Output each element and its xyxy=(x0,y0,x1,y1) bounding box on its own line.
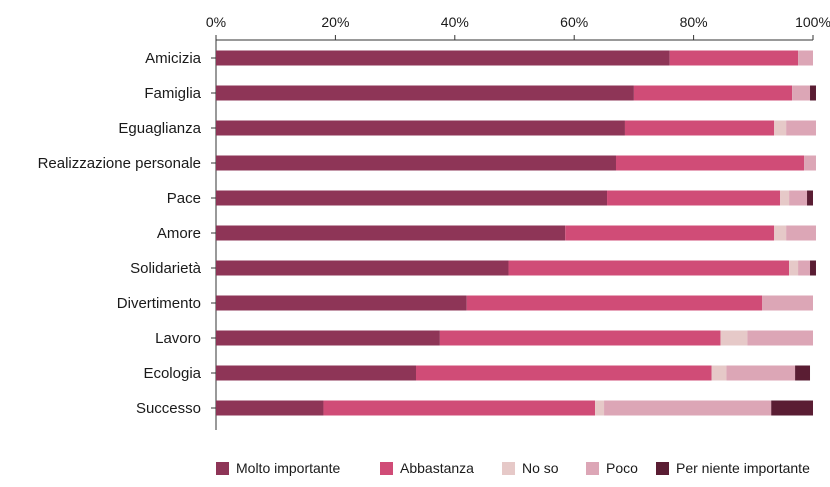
legend: Molto importante Abbastanza No so Poco Per n… xyxy=(216,460,810,476)
bar-segment xyxy=(792,85,811,101)
legend-swatch xyxy=(502,462,515,475)
bar-segment xyxy=(439,330,721,346)
bar-segment xyxy=(789,260,799,276)
bar-segment xyxy=(786,120,816,136)
bar-segment xyxy=(795,365,811,381)
category-label: Realizzazione personale xyxy=(38,155,201,172)
legend-swatch xyxy=(656,462,669,475)
bar-segment xyxy=(595,400,605,416)
bar-segment xyxy=(415,365,712,381)
bar-segment xyxy=(669,50,799,66)
bars xyxy=(216,50,816,416)
category-label: Successo xyxy=(136,400,201,417)
bar-segment xyxy=(216,295,467,311)
bar-segment xyxy=(216,85,634,101)
bar-segment xyxy=(780,190,790,206)
x-tick-label: 0% xyxy=(206,14,226,30)
legend-swatch xyxy=(216,462,229,475)
bar-segment xyxy=(466,295,763,311)
legend-label: Molto importante xyxy=(236,460,340,476)
x-tick-label: 80% xyxy=(680,14,708,30)
bar-segment xyxy=(565,225,775,241)
x-tick-label: 40% xyxy=(441,14,469,30)
category-label: Pace xyxy=(167,190,201,207)
legend-swatch xyxy=(586,462,599,475)
bar-segment xyxy=(508,260,790,276)
bar-segment xyxy=(216,190,608,206)
bar-segment xyxy=(774,225,787,241)
category-label: Famiglia xyxy=(144,85,201,102)
bar-segment xyxy=(216,120,625,136)
bar-segment xyxy=(323,400,596,416)
x-tick-label: 60% xyxy=(560,14,588,30)
bar-segment xyxy=(762,295,813,311)
category-label: Amore xyxy=(157,225,201,242)
legend-swatch xyxy=(380,462,393,475)
bar-segment xyxy=(798,260,811,276)
bar-segment xyxy=(786,225,816,241)
bar-segment xyxy=(726,365,796,381)
legend-label: Per niente importante xyxy=(676,460,810,476)
bar-segment xyxy=(216,330,440,346)
bar-segment xyxy=(216,50,670,66)
category-label: Eguaglianza xyxy=(118,120,201,137)
category-label: Ecologia xyxy=(143,365,201,382)
bar-segment xyxy=(604,400,772,416)
category-label: Divertimento xyxy=(117,295,201,312)
bar-segment xyxy=(789,190,808,206)
legend-label: Abbastanza xyxy=(400,460,474,476)
bar-segment xyxy=(216,365,416,381)
category-label: Amicizia xyxy=(145,50,201,67)
legend-label: Poco xyxy=(606,460,638,476)
bar-segment xyxy=(774,120,787,136)
category-labels: Amicizia Famiglia Eguaglianza Realizzazione… xyxy=(38,50,202,417)
x-tick-label: 100% xyxy=(795,14,830,30)
bar-segment xyxy=(615,155,805,171)
bar-segment xyxy=(216,400,324,416)
category-label: Solidarietà xyxy=(130,260,202,277)
bar-segment xyxy=(810,260,816,276)
bar-segment xyxy=(798,50,813,66)
category-label: Lavoro xyxy=(155,330,201,347)
bar-segment xyxy=(747,330,813,346)
bar-segment xyxy=(720,330,748,346)
bar-segment xyxy=(216,225,566,241)
bar-segment xyxy=(771,400,813,416)
bar-segment xyxy=(810,85,816,101)
bar-segment xyxy=(624,120,775,136)
bar-segment xyxy=(807,190,813,206)
bar-segment xyxy=(711,365,727,381)
bar-segment xyxy=(607,190,781,206)
bar-segment xyxy=(633,85,793,101)
legend-label: No so xyxy=(522,460,559,476)
x-tick-label: 20% xyxy=(321,14,349,30)
bar-segment xyxy=(804,155,816,171)
bar-segment xyxy=(216,260,509,276)
bar-segment xyxy=(216,155,616,171)
